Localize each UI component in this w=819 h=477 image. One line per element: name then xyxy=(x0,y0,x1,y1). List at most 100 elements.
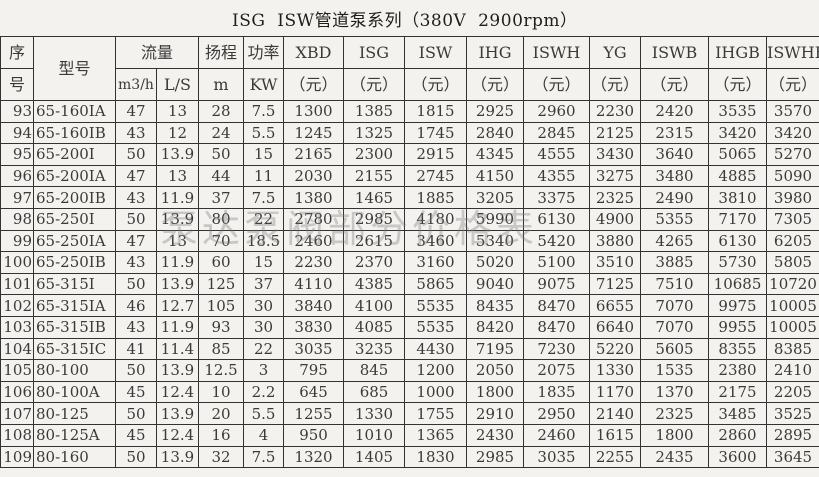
price-isg-cell: 1010 xyxy=(343,423,406,447)
price-iswh-cell: 5100 xyxy=(523,251,591,274)
price-ihg-cell: 8420 xyxy=(466,315,525,339)
head-cell: 125 xyxy=(198,272,245,296)
price-iswh-cell: 2845 xyxy=(523,121,591,145)
price-isw-cell: 1200 xyxy=(404,359,468,382)
price-ihgb-cell: 9955 xyxy=(708,315,768,339)
flow-ls-cell: 13.9 xyxy=(155,143,200,166)
page-title: ISG ISW管道泵系列（380V 2900rpm） xyxy=(232,11,578,31)
price-isw-cell: 1755 xyxy=(404,402,468,425)
flow-m3h-cell: 41 xyxy=(115,337,157,361)
header-price-iswhb: ISWHB xyxy=(766,36,819,69)
table-row: 93 65-160IA 47 13 28 7.5 1300 1385 1815 2925 2960 2… xyxy=(0,100,819,123)
flow-m3h-cell: 43 xyxy=(115,121,157,145)
header-flow: 流量 xyxy=(114,36,200,69)
table-row: 104 65-315IC 41 11.4 85 22 3035 3235 4430 7195 723… xyxy=(0,337,819,361)
head-cell: 44 xyxy=(198,164,245,188)
price-yg-cell: 2140 xyxy=(589,402,642,425)
price-yg-cell: 1330 xyxy=(589,359,642,382)
price-yg-cell: 2325 xyxy=(589,186,642,209)
price-iswhb-cell: 5805 xyxy=(766,251,819,274)
table-row: 97 65-200IB 43 11.9 37 7.5 1380 1465 1885 3205 337… xyxy=(0,186,819,209)
price-isw-cell: 1830 xyxy=(404,445,468,469)
power-cell: 22 xyxy=(243,207,285,231)
price-iswh-cell: 1835 xyxy=(523,380,591,404)
flow-ls-cell: 11.9 xyxy=(155,251,200,274)
power-cell: 7.5 xyxy=(243,445,285,469)
price-isg-cell: 4085 xyxy=(343,315,406,339)
model-cell: 80-100A xyxy=(33,380,116,404)
flow-ls-cell: 13 xyxy=(155,229,200,253)
flow-ls-cell: 13.9 xyxy=(155,272,200,296)
header-price-unit: （元） xyxy=(589,68,642,101)
price-ihg-cell: 2430 xyxy=(466,423,525,447)
price-table: 序 型号 流量 扬程 功率 XBD ISG ISW IHG ISWH YG IS… xyxy=(0,36,819,469)
price-iswh-cell: 8470 xyxy=(523,315,591,339)
row-index-cell: 96 xyxy=(0,164,34,188)
head-cell: 80 xyxy=(198,207,245,231)
flow-m3h-cell: 43 xyxy=(115,186,157,209)
table-row: 105 80-100 50 13.9 12.5 3 795 845 1200 2050 2075 13… xyxy=(0,359,819,382)
power-cell: 37 xyxy=(243,272,285,296)
price-isg-cell: 845 xyxy=(343,359,406,382)
header-flow-m3h: m3/h xyxy=(115,68,157,101)
model-cell: 80-160 xyxy=(33,445,116,469)
price-ihgb-cell: 5065 xyxy=(708,143,768,166)
price-iswb-cell: 7510 xyxy=(640,272,710,296)
table-row: 99 65-250IA 47 13 70 18.5 2460 2615 3460 5340 5420… xyxy=(0,229,819,253)
price-iswhb-cell: 2205 xyxy=(766,380,819,404)
price-xbd-cell: 2030 xyxy=(283,164,345,188)
flow-m3h-cell: 50 xyxy=(115,445,157,469)
row-index-cell: 95 xyxy=(0,143,34,166)
price-ihg-cell: 5020 xyxy=(466,251,525,274)
price-xbd-cell: 3840 xyxy=(283,294,345,317)
header-price-unit: （元） xyxy=(708,68,768,101)
price-iswhb-cell: 3570 xyxy=(766,100,819,123)
price-isg-cell: 2370 xyxy=(343,251,406,274)
price-yg-cell: 7125 xyxy=(589,272,642,296)
price-isg-cell: 2155 xyxy=(343,164,406,188)
price-yg-cell: 2230 xyxy=(589,100,642,123)
price-ihg-cell: 4345 xyxy=(466,143,525,166)
price-isw-cell: 5865 xyxy=(404,272,468,296)
header-power-unit: KW xyxy=(243,68,285,101)
header-price-unit: （元） xyxy=(766,68,819,101)
price-ihgb-cell: 9975 xyxy=(708,294,768,317)
model-cell: 65-250IA xyxy=(33,229,116,253)
flow-ls-cell: 12.4 xyxy=(155,380,200,404)
price-xbd-cell: 2460 xyxy=(283,229,345,253)
price-xbd-cell: 645 xyxy=(283,380,345,404)
price-ihg-cell: 2925 xyxy=(466,100,525,123)
power-cell: 7.5 xyxy=(243,100,285,123)
price-iswh-cell: 4355 xyxy=(523,164,591,188)
flow-m3h-cell: 47 xyxy=(115,164,157,188)
price-ihg-cell: 2985 xyxy=(466,445,525,469)
table-row: 95 65-200I 50 13.9 50 15 2165 2300 2915 4345 4555 3… xyxy=(0,143,819,166)
row-index-cell: 104 xyxy=(0,337,34,361)
price-ihgb-cell: 3600 xyxy=(708,445,768,469)
header-price-xbd: XBD xyxy=(283,36,345,69)
header-price-isw: ISW xyxy=(404,36,468,69)
header-head: 扬程 xyxy=(198,36,245,69)
table-row: 107 80-125 50 13.9 20 5.5 1255 1330 1755 2910 2950… xyxy=(0,402,819,425)
flow-m3h-cell: 50 xyxy=(115,402,157,425)
flow-m3h-cell: 47 xyxy=(115,100,157,123)
row-index-cell: 94 xyxy=(0,121,34,145)
price-isw-cell: 2915 xyxy=(404,143,468,166)
price-iswh-cell: 3375 xyxy=(523,186,591,209)
price-ihgb-cell: 6130 xyxy=(708,229,768,253)
model-cell: 65-315I xyxy=(33,272,116,296)
price-isg-cell: 1465 xyxy=(343,186,406,209)
head-cell: 60 xyxy=(198,251,245,274)
table-row: 94 65-160IB 43 12 24 5.5 1245 1325 1745 2840 2845 2… xyxy=(0,121,819,145)
price-xbd-cell: 950 xyxy=(283,423,345,447)
price-yg-cell: 3430 xyxy=(589,143,642,166)
head-cell: 85 xyxy=(198,337,245,361)
price-iswb-cell: 2420 xyxy=(640,100,710,123)
price-iswb-cell: 2315 xyxy=(640,121,710,145)
head-cell: 105 xyxy=(198,294,245,317)
price-ihg-cell: 2840 xyxy=(466,121,525,145)
price-iswb-cell: 1370 xyxy=(640,380,710,404)
price-ihgb-cell: 5730 xyxy=(708,251,768,274)
price-iswhb-cell: 2410 xyxy=(766,359,819,382)
header-price-unit: （元） xyxy=(640,68,710,101)
